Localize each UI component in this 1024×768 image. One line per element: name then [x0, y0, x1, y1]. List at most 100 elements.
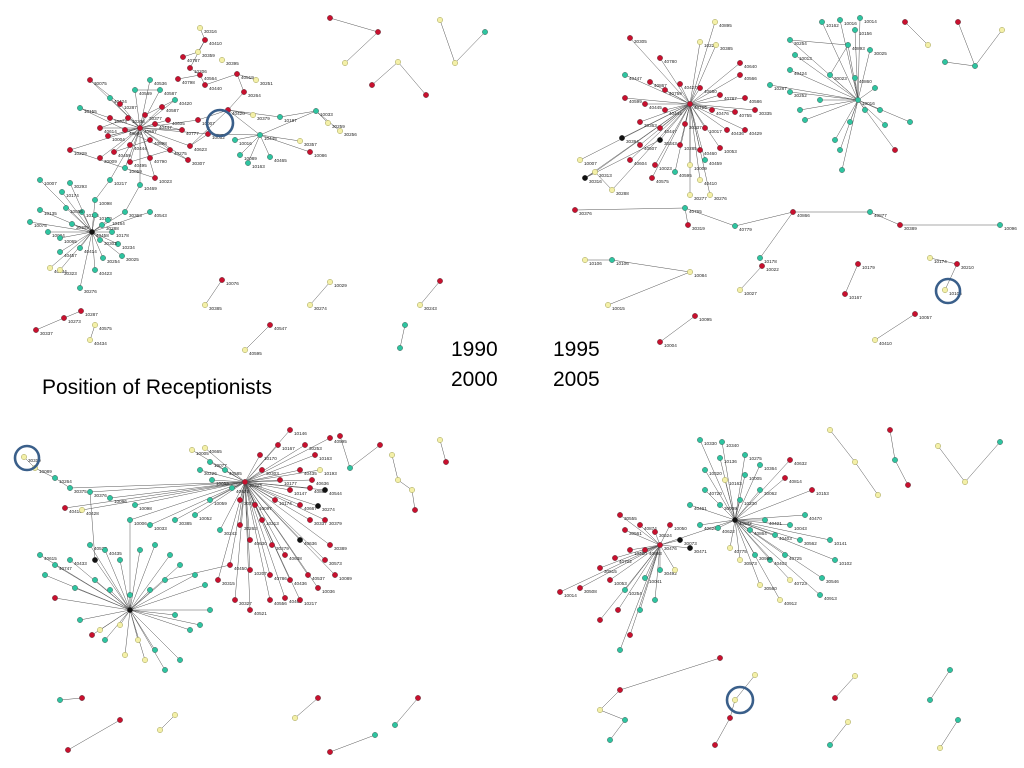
network-node	[452, 60, 458, 66]
node-label: 40640	[744, 64, 757, 69]
network-edge	[699, 519, 736, 526]
network-node	[702, 125, 708, 131]
node-label: 30276	[84, 289, 97, 294]
network-edge	[129, 564, 181, 611]
network-edge	[664, 103, 691, 111]
network-edge	[134, 89, 141, 129]
node-label: 10052	[212, 135, 225, 140]
network-edge	[659, 539, 681, 546]
node-label: 40636	[316, 481, 329, 486]
node-label: 40775	[734, 549, 747, 554]
network-node	[712, 742, 718, 748]
node-label: 10287	[774, 86, 787, 91]
node-label: 10059	[214, 501, 227, 506]
network-node	[57, 235, 63, 241]
network-node	[107, 177, 113, 183]
network-edge	[629, 103, 691, 161]
network-node	[142, 657, 148, 663]
network-node	[192, 572, 198, 578]
network-node	[219, 277, 225, 283]
node-label: 10007	[44, 181, 57, 186]
node-label: 40867	[314, 489, 327, 494]
network-node	[954, 261, 960, 267]
network-node	[607, 737, 613, 743]
network-node	[927, 697, 933, 703]
network-edge	[234, 134, 261, 141]
network-node	[737, 497, 743, 503]
node-label: 40587	[166, 108, 179, 113]
network-node	[202, 82, 208, 88]
network-edge	[684, 207, 736, 227]
network-edge	[197, 109, 229, 121]
node-label: 10084	[694, 273, 707, 278]
network-edge	[149, 481, 246, 526]
network-edge	[67, 719, 121, 751]
node-label: 10089	[244, 156, 257, 161]
network-node	[327, 749, 333, 755]
receptionist-highlight-ring	[725, 685, 755, 715]
network-node	[832, 137, 838, 143]
network-edge	[29, 221, 93, 233]
network-edge	[69, 481, 246, 489]
network-node	[242, 479, 248, 485]
network-node	[482, 29, 488, 35]
node-label: 10147	[294, 491, 307, 496]
network-node	[127, 142, 133, 148]
network-edge	[124, 184, 141, 213]
network-node	[209, 477, 215, 483]
network-node	[67, 485, 73, 491]
network-node	[682, 121, 688, 127]
network-node	[147, 209, 153, 215]
network-edge	[59, 231, 93, 239]
network-node	[97, 155, 103, 161]
network-node	[617, 687, 623, 693]
node-label: 10106	[589, 261, 602, 266]
network-node	[147, 522, 153, 528]
network-edge	[109, 127, 141, 181]
network-edge	[65, 207, 93, 233]
network-node	[882, 122, 888, 128]
network-node	[287, 577, 293, 583]
network-edge	[211, 479, 246, 483]
network-node	[642, 575, 648, 581]
node-label: 30363	[129, 213, 142, 218]
node-label: 10275	[749, 456, 762, 461]
network-edge	[259, 134, 271, 158]
network-node	[742, 472, 748, 478]
network-node	[657, 137, 663, 143]
network-node	[327, 542, 333, 548]
network-node	[92, 557, 98, 563]
network-node	[97, 627, 103, 633]
network-edge	[104, 549, 131, 611]
network-node	[87, 489, 93, 495]
network-edge	[236, 73, 257, 81]
network-edge	[91, 231, 123, 257]
network-node	[409, 487, 415, 493]
node-label: 30252	[794, 93, 807, 98]
network-node	[115, 241, 121, 247]
network-edge	[689, 97, 746, 105]
node-label: 40604	[634, 161, 647, 166]
network-node	[592, 169, 598, 175]
node-label: 10089	[39, 469, 52, 474]
network-node	[437, 17, 443, 23]
network-node	[87, 542, 93, 548]
network-node	[997, 439, 1003, 445]
network-node	[697, 522, 703, 528]
network-node	[59, 189, 65, 195]
network-node	[122, 652, 128, 658]
network-node	[229, 485, 235, 491]
node-label: 10217	[114, 181, 127, 186]
network-node	[722, 477, 728, 483]
node-label: 10077	[214, 463, 227, 468]
node-label: 10023	[659, 166, 672, 171]
network-edge	[629, 544, 661, 636]
network-node	[605, 302, 611, 308]
network-node	[687, 192, 693, 198]
network-node	[819, 19, 825, 25]
node-label: 40895	[719, 23, 732, 28]
network-edge	[724, 479, 736, 521]
network-edge	[584, 103, 691, 179]
node-label: 30377	[149, 116, 162, 121]
network-node	[757, 462, 763, 468]
